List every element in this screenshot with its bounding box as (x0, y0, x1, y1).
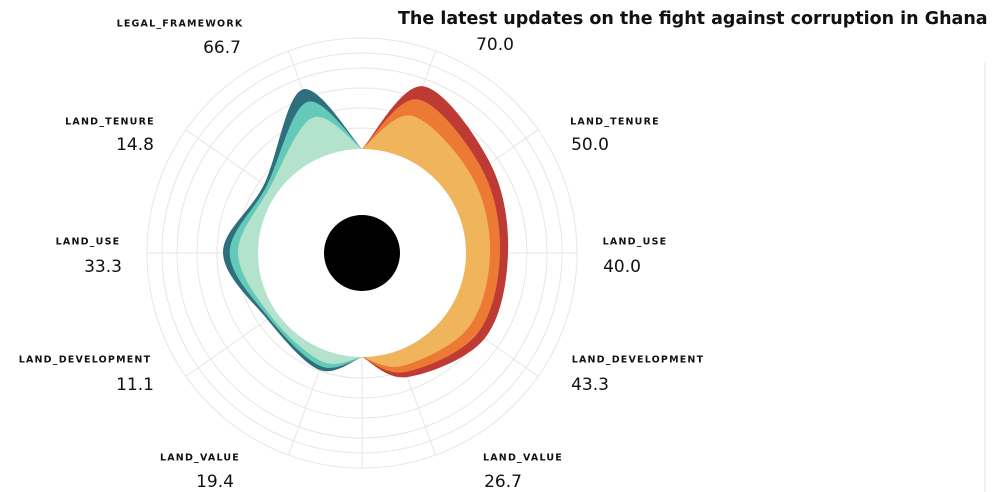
chart-title: The latest updates on the fight against … (398, 9, 988, 29)
category-label: LEGAL_FRAMEWORK (117, 19, 244, 30)
category-label: LAND_VALUE (483, 453, 563, 464)
value-label: 40.0 (603, 257, 641, 277)
value-label: 50.0 (571, 135, 609, 155)
labels: LEGAL_FRAMEWORK 66.7 LAND_TENURE 14.8 LAND_U… (19, 19, 705, 492)
value-label: 11.1 (116, 375, 154, 395)
value-label: 43.3 (571, 375, 609, 395)
center-dot (324, 215, 400, 291)
category-label: LAND_USE (603, 237, 668, 248)
value-label: 26.7 (484, 472, 522, 492)
value-label: 66.7 (203, 38, 241, 58)
value-label: 33.3 (84, 257, 122, 277)
category-label: LAND_DEVELOPMENT (19, 355, 152, 366)
category-label: LAND_TENURE (570, 117, 660, 128)
spoke (185, 129, 278, 194)
category-label: LAND_DEVELOPMENT (572, 355, 705, 366)
spoke (185, 312, 278, 377)
category-label: LAND_USE (56, 237, 121, 248)
title-background (392, 0, 994, 36)
category-label: LAND_TENURE (65, 117, 155, 128)
value-label: 19.4 (196, 472, 234, 492)
category-label: LAND_VALUE (160, 453, 240, 464)
value-label: 14.8 (116, 135, 154, 155)
value-label: 70.0 (476, 35, 514, 55)
